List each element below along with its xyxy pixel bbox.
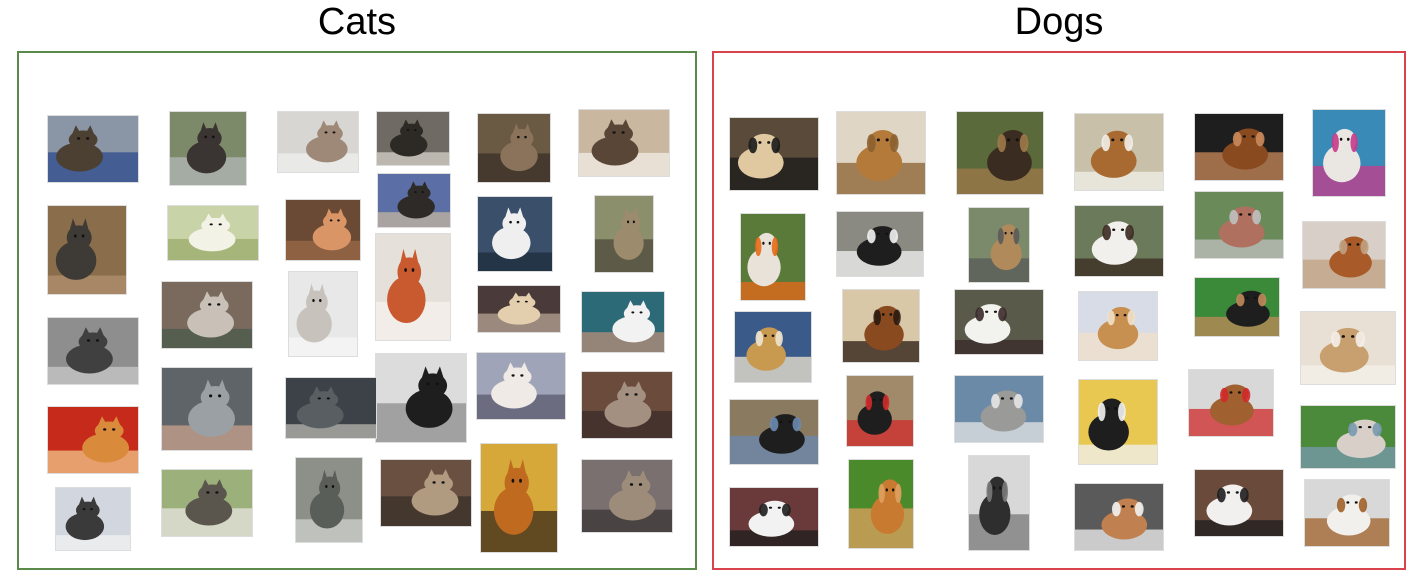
dog-photo-27 <box>968 455 1030 551</box>
dog-photo-21 <box>954 375 1044 443</box>
dog-photo-16 <box>1078 291 1158 361</box>
cat-photo-7 <box>377 173 451 228</box>
dog-photo-15 <box>954 289 1044 355</box>
cat-photo-23 <box>581 371 673 439</box>
dogs-photo-panel <box>712 51 1406 570</box>
cat-photo-13 <box>375 233 451 341</box>
dog-photo-19 <box>729 399 819 465</box>
dog-photo-5 <box>1194 113 1284 181</box>
cat-photo-4 <box>376 111 450 166</box>
cat-photo-17 <box>581 291 665 353</box>
dog-photo-10 <box>968 207 1030 283</box>
cat-photo-27 <box>480 443 558 553</box>
cat-photo-15 <box>288 271 358 357</box>
cat-photo-26 <box>380 459 472 527</box>
cats-photo-panel <box>17 51 697 570</box>
dog-photo-9 <box>836 211 924 277</box>
cat-photo-5 <box>477 113 551 183</box>
dog-photo-23 <box>1188 369 1274 437</box>
cat-photo-9 <box>167 205 259 261</box>
dog-photo-29 <box>1194 469 1284 537</box>
cat-photo-24 <box>47 406 139 474</box>
cat-photo-2 <box>169 111 247 186</box>
dog-photo-13 <box>734 311 812 383</box>
cat-photo-16 <box>477 285 561 333</box>
dog-photo-22 <box>1078 379 1158 465</box>
cats-group-title: Cats <box>317 1 397 43</box>
cat-photo-14 <box>161 281 253 349</box>
cat-photo-28 <box>581 459 673 533</box>
cat-photo-20 <box>476 352 566 420</box>
cat-photo-12 <box>594 195 654 273</box>
cat-photo-21 <box>161 367 253 451</box>
dog-photo-1 <box>729 117 819 191</box>
cat-photo-6 <box>578 109 670 177</box>
dogs-group-title: Dogs <box>1014 1 1104 43</box>
cat-photo-19 <box>375 353 467 443</box>
cat-photo-18 <box>47 317 139 385</box>
dog-photo-20 <box>846 375 914 447</box>
cat-photo-25 <box>295 457 363 543</box>
dog-photo-4 <box>1074 113 1164 191</box>
dog-photo-30 <box>1304 479 1390 547</box>
cat-photo-11 <box>477 196 553 272</box>
dog-photo-8 <box>740 213 806 301</box>
cat-photo-30 <box>161 469 253 537</box>
dog-photo-12 <box>1302 221 1386 289</box>
dog-photo-3 <box>956 111 1044 195</box>
dog-photo-2 <box>836 111 926 195</box>
dog-photo-7 <box>1194 191 1284 259</box>
cat-photo-3 <box>277 111 359 173</box>
dog-photo-14 <box>842 289 920 363</box>
cat-photo-10 <box>285 199 361 261</box>
dog-photo-26 <box>848 459 914 549</box>
cat-photo-8 <box>47 205 127 295</box>
dog-photo-24 <box>1300 405 1396 469</box>
cat-photo-29 <box>55 487 131 551</box>
dog-photo-18 <box>1300 311 1396 385</box>
dog-photo-25 <box>729 487 819 547</box>
dog-photo-28 <box>1074 483 1164 551</box>
cat-photo-1 <box>47 115 139 183</box>
cat-photo-22 <box>285 377 377 439</box>
dog-photo-6 <box>1312 109 1386 197</box>
dog-photo-17 <box>1194 277 1280 337</box>
dog-photo-11 <box>1074 205 1164 277</box>
